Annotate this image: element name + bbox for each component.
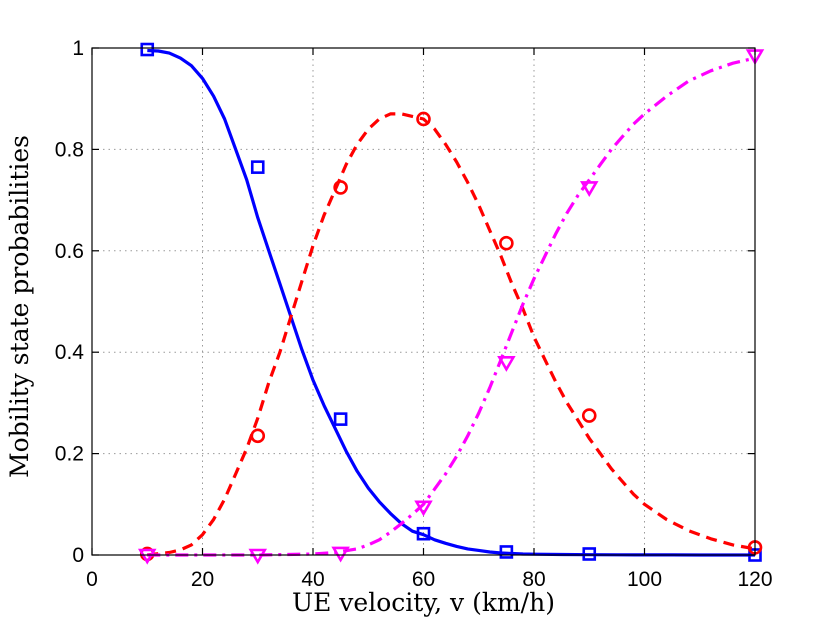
series-layer <box>137 42 765 565</box>
x-tick-label: 40 <box>301 568 324 591</box>
series-3-point <box>137 548 157 565</box>
x-tick-label: 80 <box>522 568 545 591</box>
series-1-point <box>499 545 514 559</box>
series-1-point <box>582 547 597 561</box>
series-2-line <box>147 112 756 557</box>
x-tick-label: 0 <box>86 568 98 591</box>
series-2-point <box>581 408 597 423</box>
y-tick-label: 0 <box>72 544 84 567</box>
series-1-point <box>416 526 431 541</box>
series-3-point <box>579 181 599 198</box>
series-3-line <box>147 56 756 557</box>
series-2-point <box>250 428 266 444</box>
series-3-point <box>331 546 350 563</box>
series-2-point <box>416 111 431 127</box>
axes-ticks: 0 20 40 60 80 100 120 0 0.2 0.4 0.6 0.8 1 <box>55 37 773 591</box>
x-axis-label: UE velocity, v (km/h) <box>292 588 555 617</box>
series-2 <box>139 111 763 562</box>
series-3 <box>137 49 765 565</box>
series-2-point <box>499 235 514 251</box>
series-2-point <box>333 180 348 195</box>
series-3-point <box>497 356 516 372</box>
series-1-point <box>140 42 155 57</box>
y-tick-label: 1 <box>72 37 84 60</box>
x-tick-label: 60 <box>412 568 435 591</box>
series-1-line <box>147 48 755 557</box>
x-tick-label: 20 <box>191 568 214 591</box>
series-1 <box>140 42 762 562</box>
grid <box>92 48 755 555</box>
y-tick-label: 0.6 <box>55 240 84 263</box>
x-tick-label: 100 <box>627 568 662 591</box>
y-tick-label: 0.8 <box>55 138 84 161</box>
series-3-point <box>414 500 433 517</box>
series-3-point <box>248 548 268 565</box>
series-1-point <box>333 412 348 426</box>
series-1-point <box>250 160 265 174</box>
y-tick-label: 0.4 <box>55 341 85 364</box>
y-axis-label: Mobility state probabilities <box>5 135 34 478</box>
y-tick-label: 0.2 <box>55 443 84 466</box>
x-tick-label: 120 <box>737 568 772 591</box>
